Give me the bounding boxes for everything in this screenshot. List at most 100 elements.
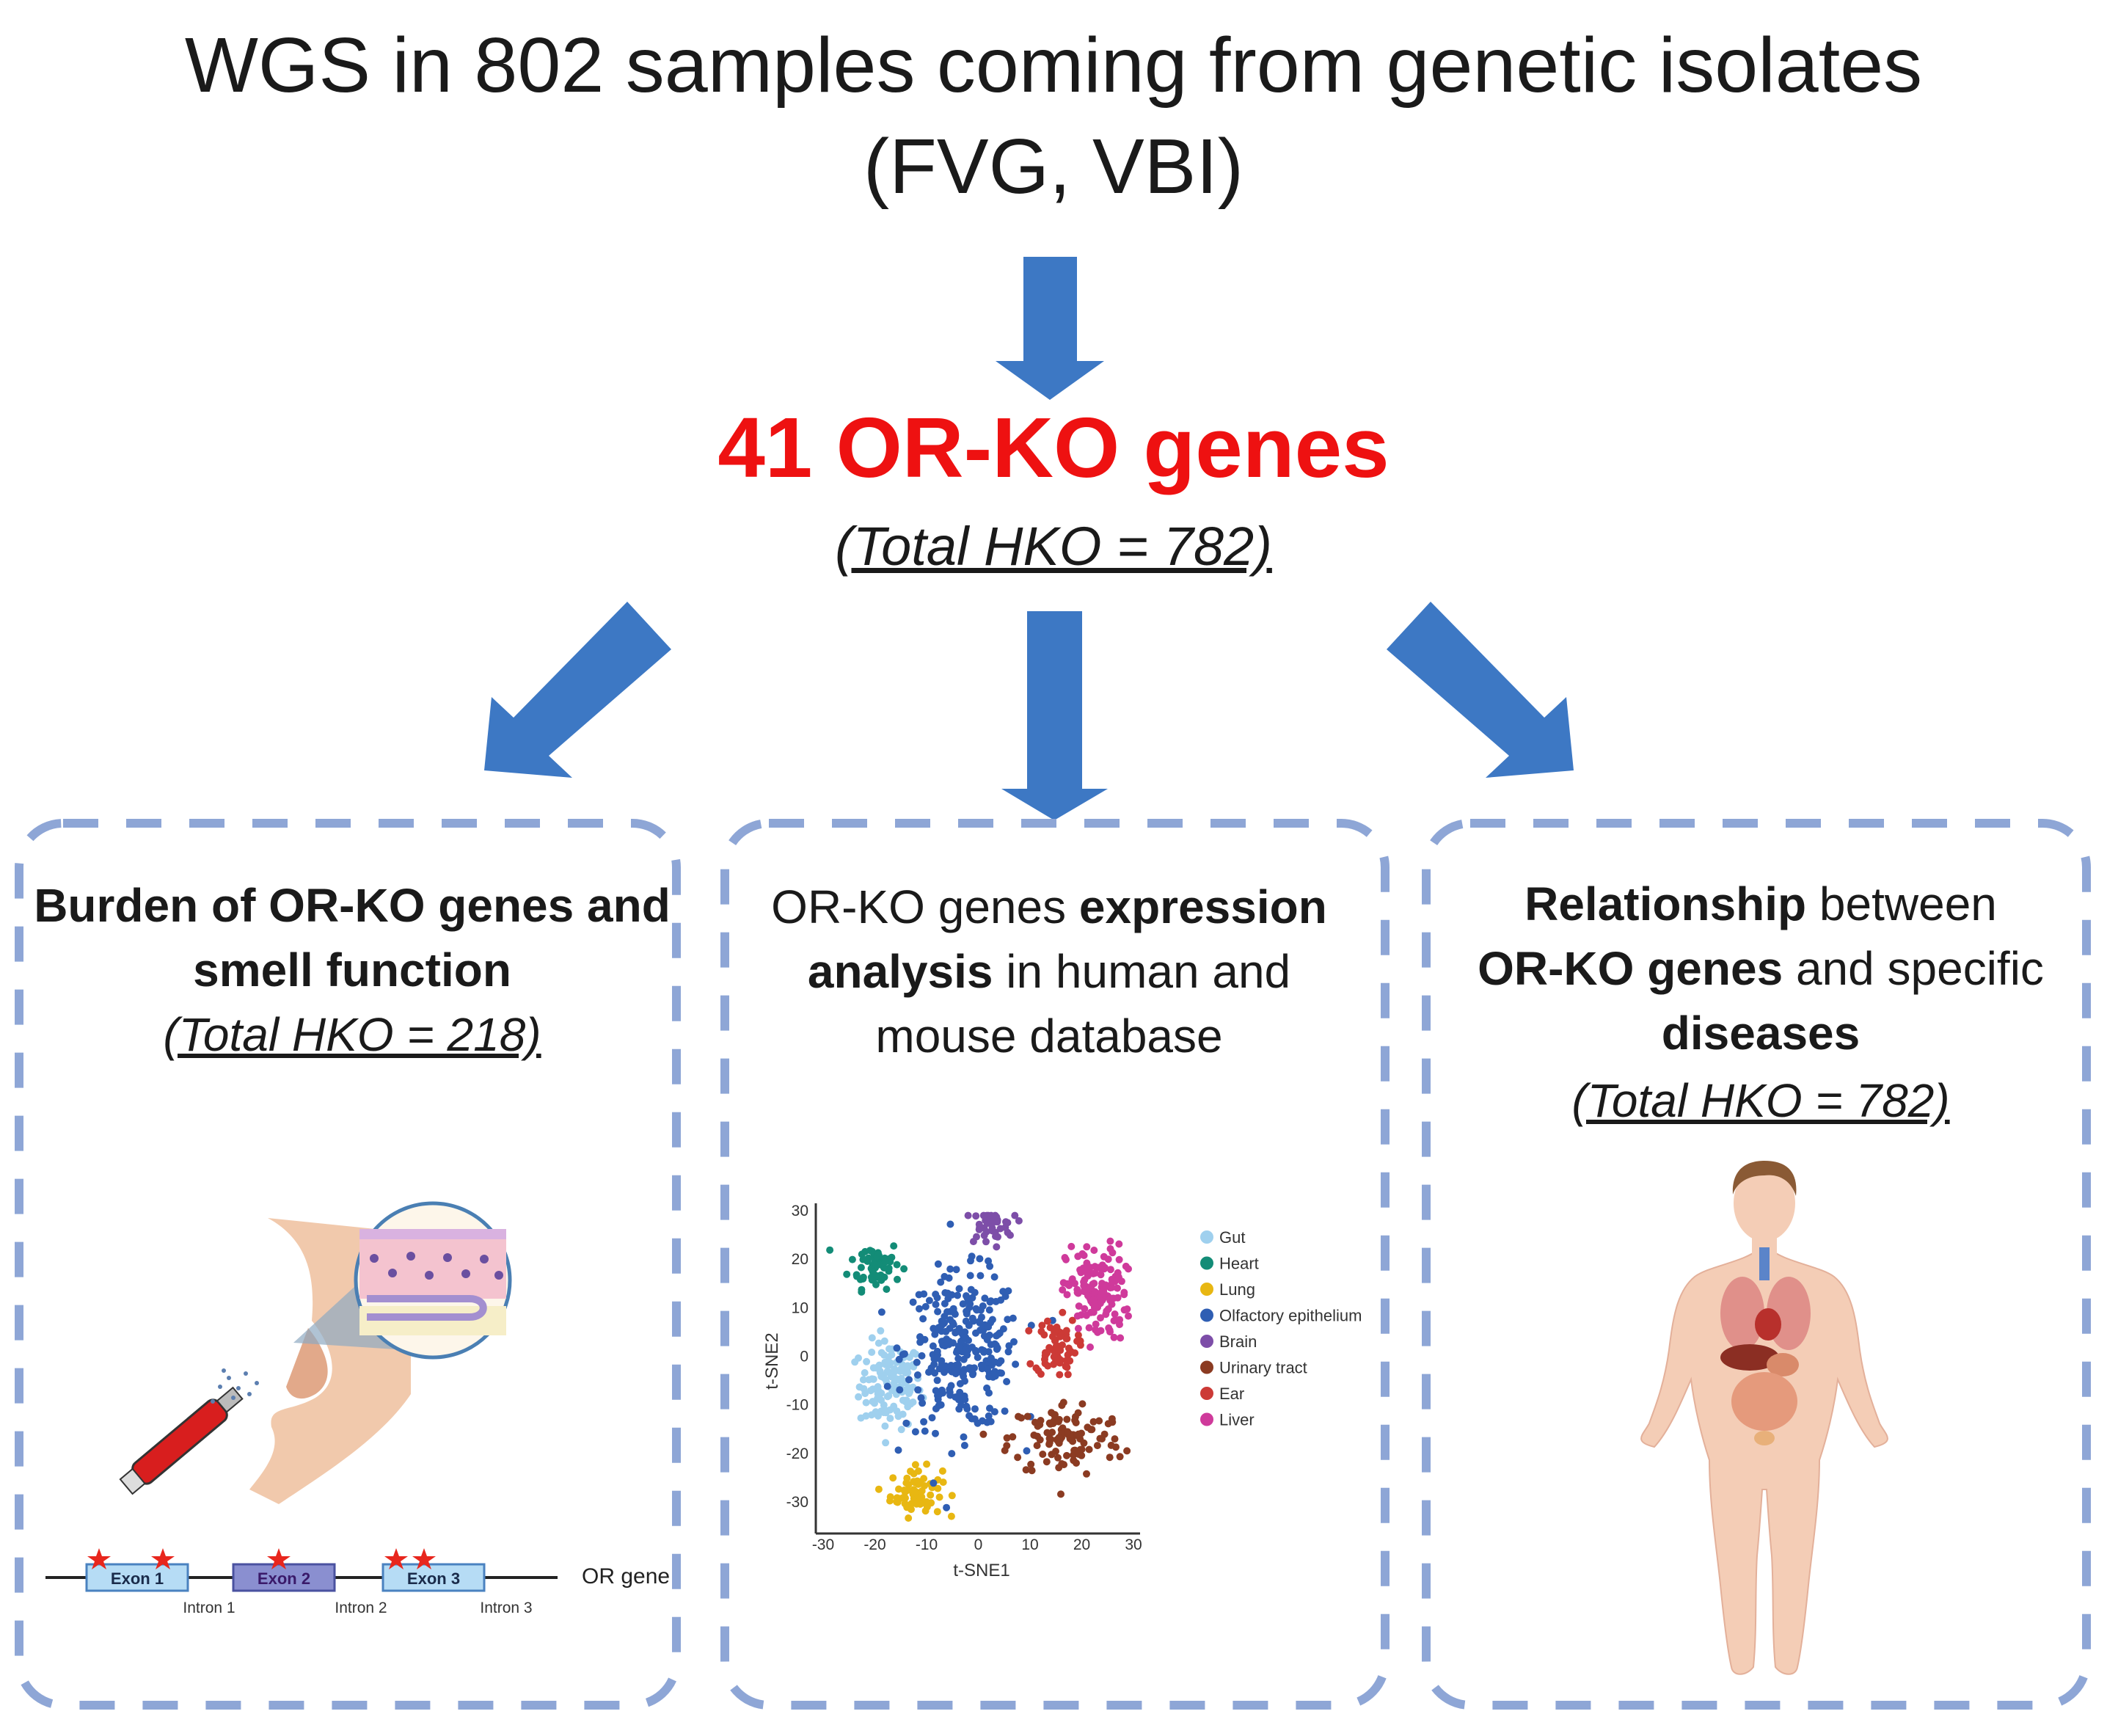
legend-label: Lung [1219,1280,1255,1299]
spray-droplets [211,1368,259,1404]
scatter-point [971,1415,979,1423]
scatter-point [1071,1280,1078,1288]
scatter-point [889,1474,897,1482]
y-axis-label: t-SNE2 [762,1332,782,1389]
scatter-point [868,1334,876,1342]
box-disease-bold1: Relationship [1524,878,1807,930]
legend-marker [1200,1308,1213,1322]
scatter-point [861,1247,869,1255]
scatter-point [1106,1266,1114,1274]
legend-label: Olfactory epithelium [1219,1307,1362,1325]
scatter-points [826,1211,1132,1522]
legend-label: Brain [1219,1332,1257,1351]
scatter-point [973,1233,980,1241]
x-tick-label: 0 [974,1536,983,1553]
scatter-point [910,1349,918,1357]
scatter-point [902,1419,910,1427]
box-expression-bold1: expression [1078,880,1327,933]
title-line-2: (FVG, VBI) [863,123,1244,210]
scatter-point [943,1289,952,1297]
scatter-point [925,1296,933,1305]
liver [1720,1344,1779,1371]
scatter-point [1123,1305,1131,1313]
scatter-point [899,1361,907,1368]
scatter-point [952,1367,960,1375]
scatter-point [877,1276,885,1284]
scatter-point [978,1313,985,1321]
scatter-point [1030,1432,1038,1439]
scatter-point [1053,1323,1061,1331]
trachea [1759,1247,1770,1280]
scatter-point [1109,1249,1117,1257]
exon-1-label: Exon 1 [111,1569,164,1588]
scatter-point [990,1273,998,1281]
scatter-point [1092,1302,1100,1310]
scatter-point [1110,1317,1118,1324]
scatter-point [880,1337,888,1345]
scatter-point [1084,1272,1092,1280]
scatter-point [897,1426,905,1434]
scatter-point [909,1298,917,1306]
scatter-point [1059,1286,1067,1294]
scatter-point [1011,1211,1019,1219]
scatter-point [1065,1349,1073,1357]
scatter-point [991,1372,999,1380]
scatter-point [893,1494,901,1502]
scatter-point [993,1243,1001,1251]
scatter-point [901,1488,909,1496]
scatter-point [877,1373,885,1381]
scatter-point [1074,1324,1082,1332]
scatter-point [1102,1281,1110,1289]
scatter-point [921,1302,930,1310]
scatter-point [910,1486,918,1494]
scatter-point [995,1359,1003,1367]
x-tick-label: -10 [916,1536,938,1553]
scatter-point [1047,1435,1055,1443]
scatter-point [874,1339,883,1347]
scatter-point [971,1405,979,1413]
scatter-point [1003,1434,1011,1442]
scatter-point [1100,1291,1109,1298]
x-axis-label: t-SNE1 [953,1561,1009,1580]
scatter-point [952,1266,960,1274]
scatter-point [1074,1409,1082,1417]
scatter-point [913,1358,921,1366]
scatter-point [918,1493,926,1501]
scatter-point [877,1308,885,1316]
scatter-point [1039,1451,1047,1458]
legend-label: Ear [1219,1385,1244,1403]
scatter-point [954,1291,962,1299]
scatter-point [1010,1338,1018,1346]
scatter-point [947,1512,955,1520]
scatter-point [962,1346,970,1354]
scatter-point [984,1365,991,1374]
scatter-point [933,1376,941,1385]
title-line-1: WGS in 802 samples coming from genetic i… [184,22,1923,109]
scatter-point [1058,1460,1066,1467]
scatter-point [919,1399,927,1407]
scatter-point [927,1364,935,1372]
scatter-point [1077,1311,1085,1319]
scatter-point [923,1503,931,1511]
scatter-point [1123,1447,1131,1455]
scatter-point [962,1333,970,1341]
box-disease-title: Relationship between OR-KO genes and spe… [1438,872,2084,1065]
scatter-point [959,1369,967,1377]
scatter-point [1117,1334,1125,1342]
scatter-point [990,1408,998,1416]
scatter-point [986,1298,994,1306]
scatter-point [996,1225,1004,1233]
scatter-point [1110,1333,1118,1341]
legend-label: Heart [1219,1255,1259,1273]
legend-label: Liver [1219,1411,1255,1429]
exon-3-label: Exon 3 [407,1569,460,1588]
scatter-point [949,1319,957,1327]
scatter-point [1055,1434,1063,1442]
scatter-point [1040,1331,1048,1339]
scatter-point [869,1385,877,1393]
intron-1-label: Intron 1 [183,1600,235,1616]
box-smell-title-line1: Burden of OR-KO genes and [34,879,671,932]
scatter-point [1057,1490,1065,1498]
exon-1-box [85,1563,189,1592]
scatter-point [1078,1400,1087,1408]
